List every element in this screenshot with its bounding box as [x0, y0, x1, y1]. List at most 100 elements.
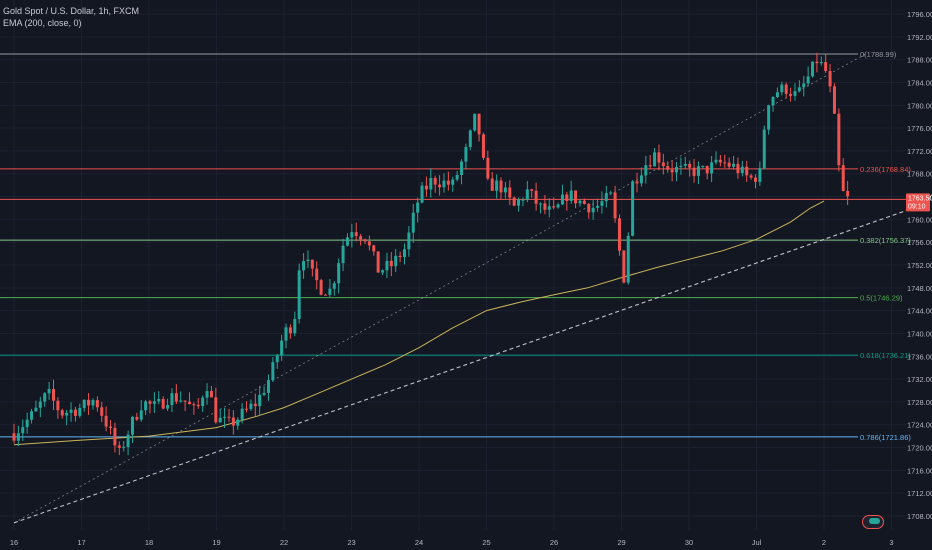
trendline[interactable]: [13, 187, 932, 524]
candle-body[interactable]: [753, 177, 757, 182]
candle-body[interactable]: [767, 105, 771, 130]
candle-body[interactable]: [705, 165, 709, 174]
tradingview-logo-icon[interactable]: [862, 515, 884, 529]
candle-body[interactable]: [609, 192, 613, 194]
candle-body[interactable]: [16, 433, 20, 441]
candle-body[interactable]: [240, 408, 244, 420]
candle-body[interactable]: [38, 401, 42, 408]
candle-body[interactable]: [631, 181, 635, 236]
candle-body[interactable]: [280, 340, 284, 356]
candle-body[interactable]: [367, 241, 371, 246]
candle-body[interactable]: [740, 166, 744, 174]
candle-body[interactable]: [372, 245, 376, 252]
candle-body[interactable]: [87, 399, 91, 406]
candle-body[interactable]: [381, 270, 385, 273]
candle-body[interactable]: [775, 92, 779, 98]
candle-body[interactable]: [324, 294, 328, 296]
candle-body[interactable]: [793, 91, 797, 96]
candle-body[interactable]: [337, 263, 341, 284]
price-axis[interactable]: 1708.00 1712.00 1716.00 1720.00 1724.00 1728.…: [907, 10, 932, 521]
candle-body[interactable]: [179, 400, 183, 402]
symbol-title[interactable]: Gold Spot / U.S. Dollar, 1h, FXCM: [3, 6, 140, 16]
candle-body[interactable]: [696, 166, 700, 176]
candle-body[interactable]: [596, 205, 600, 208]
candle-body[interactable]: [69, 409, 73, 413]
candle-body[interactable]: [359, 236, 363, 240]
candle-body[interactable]: [442, 180, 446, 188]
candle-body[interactable]: [407, 232, 411, 250]
candle-body[interactable]: [293, 319, 297, 334]
candle-body[interactable]: [714, 159, 718, 163]
candle-body[interactable]: [732, 163, 736, 167]
candle-body[interactable]: [648, 165, 652, 167]
candle-body[interactable]: [604, 193, 608, 202]
candle-body[interactable]: [802, 83, 806, 88]
candle-body[interactable]: [60, 410, 64, 416]
candle-body[interactable]: [302, 261, 306, 271]
candle-body[interactable]: [771, 97, 775, 106]
trendlines[interactable]: [13, 52, 932, 524]
candle-body[interactable]: [332, 283, 336, 289]
candle-body[interactable]: [288, 327, 292, 334]
candle-body[interactable]: [161, 398, 165, 409]
candle-body[interactable]: [148, 401, 152, 404]
candle-body[interactable]: [95, 400, 99, 408]
candle-body[interactable]: [223, 416, 227, 418]
candle-body[interactable]: [512, 197, 516, 206]
candle-body[interactable]: [345, 237, 349, 246]
candle-body[interactable]: [354, 232, 358, 237]
candle-body[interactable]: [144, 401, 148, 411]
candle-body[interactable]: [591, 207, 595, 213]
candle-body[interactable]: [815, 61, 819, 64]
candle-body[interactable]: [394, 255, 398, 267]
candle-body[interactable]: [122, 446, 126, 448]
candle-body[interactable]: [416, 202, 420, 213]
candle-body[interactable]: [727, 162, 731, 167]
ema-indicator-label[interactable]: EMA (200, close, 0): [3, 18, 82, 28]
candle-body[interactable]: [30, 411, 34, 420]
candle-body[interactable]: [464, 146, 468, 162]
candle-body[interactable]: [306, 259, 310, 262]
candle-body[interactable]: [701, 165, 705, 167]
candle-body[interactable]: [574, 190, 578, 204]
candle-body[interactable]: [389, 260, 393, 267]
candle-body[interactable]: [811, 61, 815, 77]
candle-body[interactable]: [12, 433, 16, 441]
candle-body[interactable]: [503, 187, 507, 193]
candle-body[interactable]: [657, 152, 661, 163]
candle-body[interactable]: [446, 180, 450, 185]
candle-body[interactable]: [402, 249, 406, 257]
candle-body[interactable]: [424, 185, 428, 190]
candle-body[interactable]: [376, 251, 380, 273]
candle-body[interactable]: [170, 393, 174, 406]
candle-body[interactable]: [543, 203, 547, 210]
candle-body[interactable]: [398, 255, 402, 257]
candle-body[interactable]: [209, 391, 213, 398]
candle-body[interactable]: [310, 259, 314, 269]
candle-body[interactable]: [275, 355, 279, 363]
candle-body[interactable]: [420, 185, 424, 203]
candle-body[interactable]: [429, 178, 433, 190]
candle-body[interactable]: [183, 400, 187, 402]
candle-body[interactable]: [530, 189, 534, 191]
candle-body[interactable]: [34, 407, 38, 412]
candle-body[interactable]: [683, 163, 687, 166]
candle-body[interactable]: [477, 113, 481, 135]
candle-body[interactable]: [797, 87, 801, 92]
candle-body[interactable]: [749, 175, 753, 178]
candle-body[interactable]: [117, 445, 121, 448]
candle-body[interactable]: [65, 412, 69, 416]
candle-body[interactable]: [846, 190, 850, 197]
candle-body[interactable]: [635, 181, 639, 184]
candle-body[interactable]: [552, 206, 556, 208]
candle-body[interactable]: [25, 419, 29, 428]
candle-body[interactable]: [284, 327, 288, 341]
candle-body[interactable]: [341, 245, 345, 264]
candle-body[interactable]: [262, 392, 266, 395]
candle-body[interactable]: [784, 84, 788, 94]
candle-body[interactable]: [547, 206, 551, 210]
candle-body[interactable]: [411, 212, 415, 233]
candle-body[interactable]: [622, 250, 626, 283]
candle-body[interactable]: [152, 401, 156, 404]
